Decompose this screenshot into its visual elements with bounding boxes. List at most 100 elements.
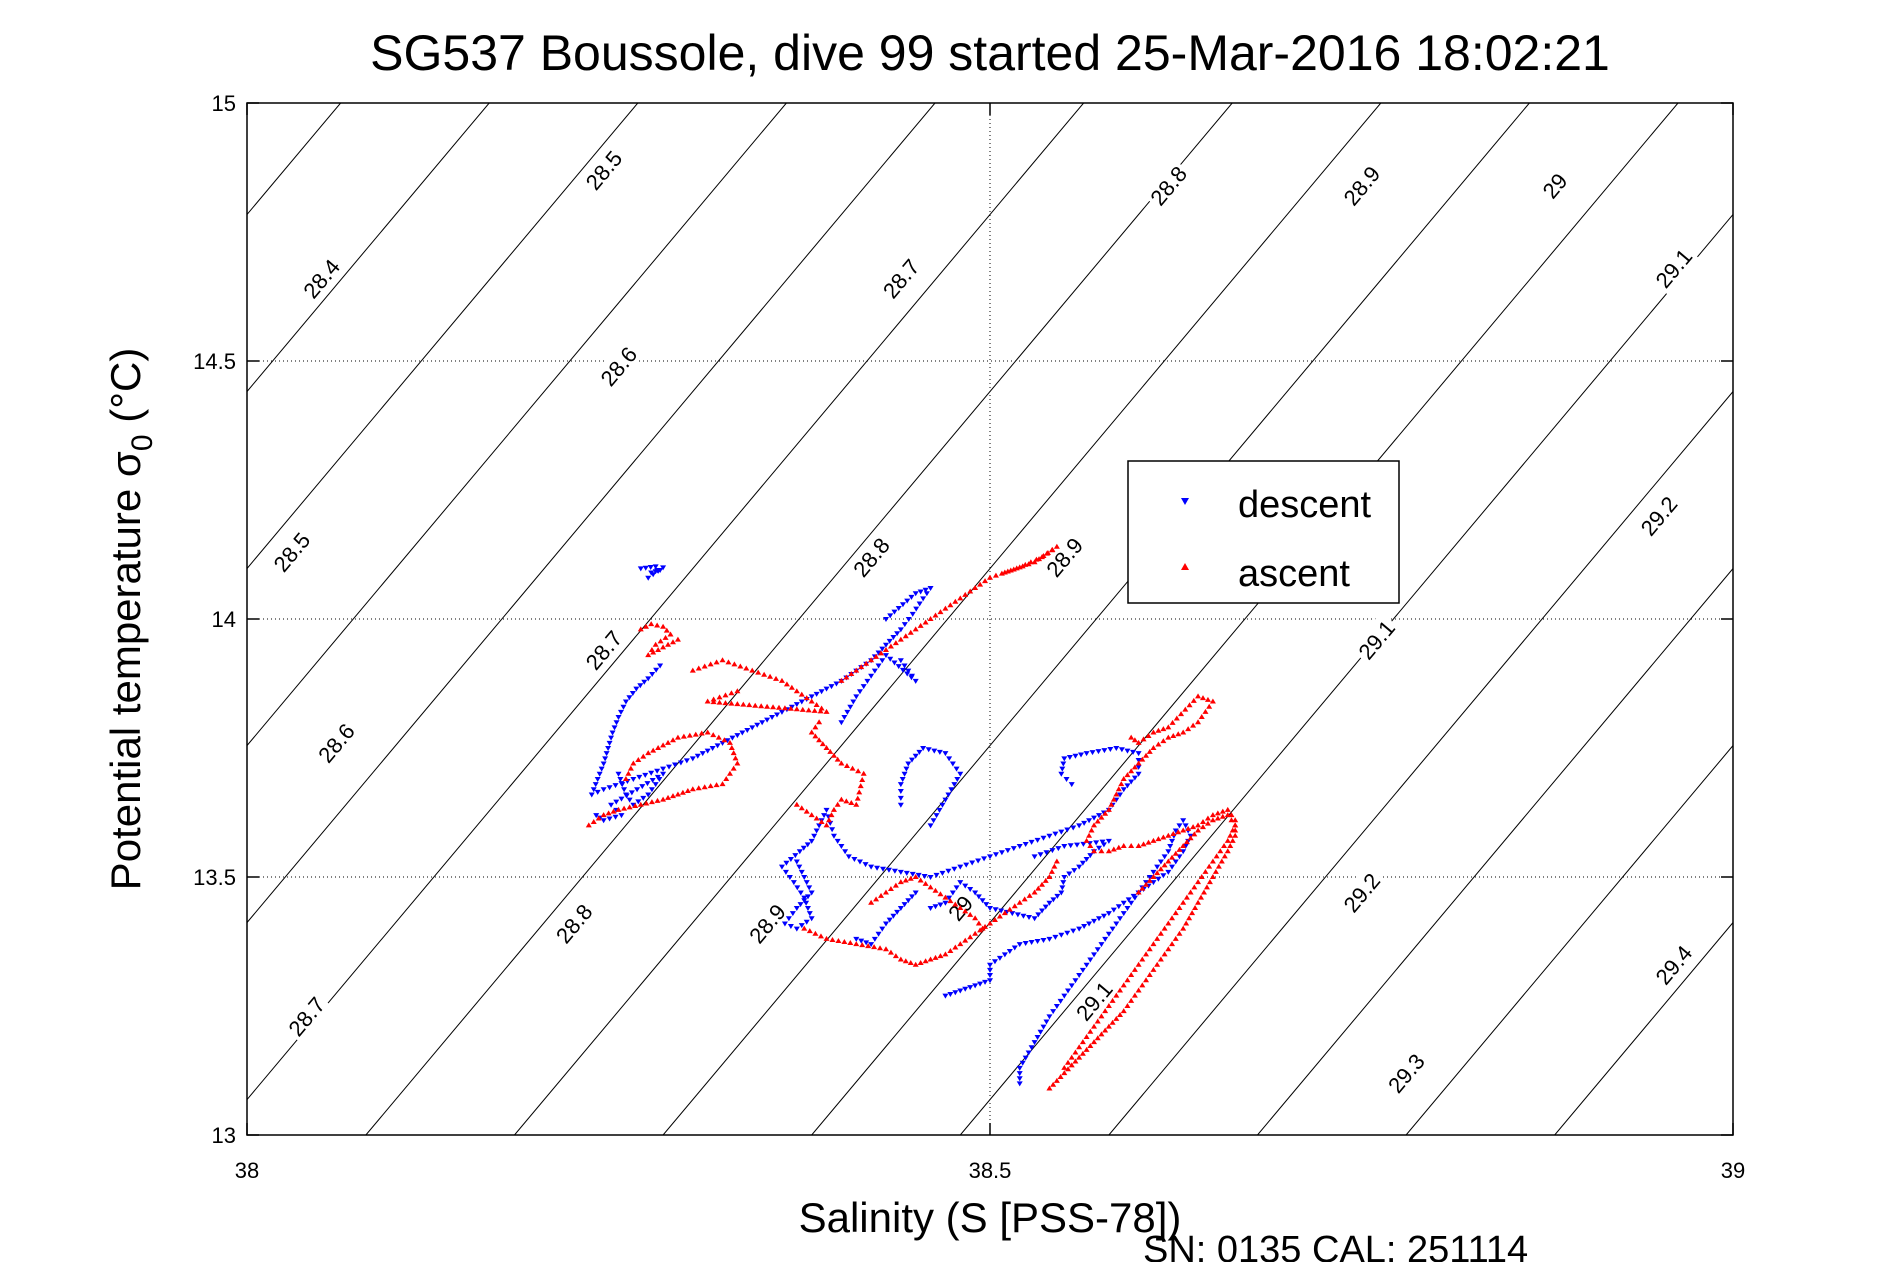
ascent-point (722, 692, 729, 698)
descent-point (920, 596, 927, 602)
ascent-point (640, 753, 647, 759)
ascent-point (957, 595, 964, 601)
ascent-point (806, 928, 813, 934)
ascent-point (1128, 843, 1135, 849)
descent-point (1095, 845, 1102, 851)
descent-point (1060, 880, 1067, 886)
ascent-point (1117, 987, 1124, 993)
descent-point (609, 730, 616, 736)
descent-point (1040, 1024, 1047, 1030)
ascent-point (1183, 894, 1190, 900)
descent-point (875, 931, 882, 937)
descent-point (942, 751, 949, 757)
ascent-point (674, 791, 681, 797)
descent-point (909, 611, 916, 617)
ascent-point (1178, 711, 1185, 717)
descent-point (1083, 751, 1090, 757)
ascent-point (1102, 1027, 1109, 1033)
y-tick-label-15: 15 (212, 91, 236, 116)
ascent-point (642, 623, 649, 629)
ascent-point (1190, 697, 1197, 703)
ascent-point (803, 808, 810, 814)
descent-point (804, 894, 811, 900)
ascent-point (732, 755, 739, 761)
descent-point (947, 991, 954, 997)
descent-point (981, 856, 988, 862)
ascent-point (1165, 920, 1172, 926)
descent-point (1076, 926, 1083, 932)
descent-point (953, 885, 960, 891)
descent-point (894, 631, 901, 637)
density-contour-line (1405, 744, 1733, 1135)
ascent-point (907, 960, 914, 965)
ascent-point (1124, 1003, 1131, 1008)
descent-point (1016, 942, 1023, 948)
descent-point (1074, 842, 1081, 848)
ascent-point (991, 917, 998, 922)
descent-point (996, 955, 1003, 961)
ascent-point (1131, 992, 1138, 998)
ascent-point (843, 798, 850, 804)
density-contour-line (662, 103, 1530, 1135)
ascent-point (1160, 726, 1167, 732)
ascent-point (1117, 1012, 1124, 1018)
ascent-point (734, 688, 741, 694)
descent-point (946, 895, 953, 901)
contour-label-background (1038, 529, 1089, 584)
descent-point (983, 902, 990, 908)
descent-point (901, 663, 908, 669)
ascent-point (610, 808, 617, 814)
descent-point (790, 880, 797, 886)
descent-point (901, 902, 908, 908)
descent-point (1061, 756, 1068, 762)
descent-point (724, 738, 731, 744)
descent-point (1037, 852, 1044, 858)
legend-ascent-label: ascent (1238, 553, 1350, 595)
descent-point (886, 917, 893, 923)
descent-point (923, 591, 930, 597)
ascent-point (873, 896, 880, 902)
descent-point (1109, 926, 1116, 932)
ascent-point (679, 789, 686, 795)
ascent-point (590, 818, 597, 824)
ascent-point (1105, 1003, 1112, 1008)
ascent-point (927, 616, 934, 621)
ascent-point (1212, 868, 1219, 874)
descent-point (1034, 938, 1041, 944)
ascent-point (892, 640, 899, 646)
ascent-point (1180, 899, 1187, 905)
descent-point (1019, 1060, 1026, 1066)
legend-descent-marker (1181, 498, 1189, 505)
descent-point (787, 924, 794, 930)
descent-point (1058, 890, 1065, 896)
descent-point (899, 667, 906, 673)
ascent-point (897, 879, 904, 885)
descent-point (891, 660, 898, 666)
ascent-point (737, 663, 744, 669)
descent-point (908, 757, 915, 763)
descent-point (874, 865, 881, 871)
ascent-point (817, 708, 824, 714)
descent-point (1011, 945, 1018, 951)
descent-point (931, 748, 938, 754)
ascent-point (1198, 894, 1205, 900)
descent-point (945, 792, 952, 798)
ascent-point (1169, 915, 1176, 921)
ascent-point (1191, 884, 1198, 890)
ascent-point (871, 944, 878, 950)
descent-point (908, 594, 915, 600)
ascent-point (1186, 915, 1193, 921)
ascent-point (838, 796, 845, 802)
ascent-point (1183, 920, 1190, 926)
ascent-point (1176, 904, 1183, 910)
ascent-point (719, 781, 726, 787)
y-tick-label-14: 14 (212, 607, 236, 632)
descent-point (744, 727, 751, 733)
descent-point (871, 936, 878, 942)
descent-point (1042, 904, 1049, 910)
descent-point (1079, 967, 1086, 973)
contour-label-background (280, 988, 332, 1043)
descent-point (1089, 750, 1096, 756)
ascent-point (1083, 1033, 1090, 1039)
descent-point (992, 907, 999, 913)
